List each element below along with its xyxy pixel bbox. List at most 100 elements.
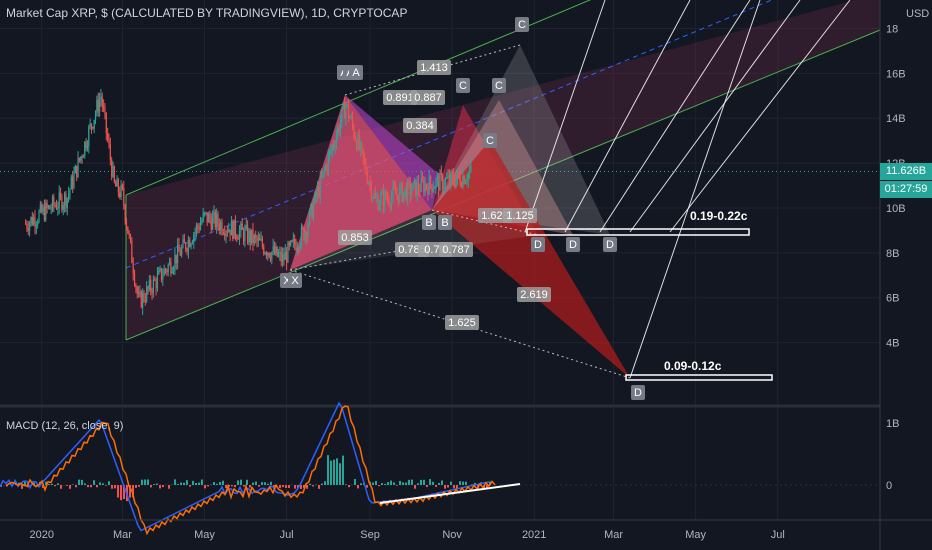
- macd-histogram-bar: [204, 485, 206, 489]
- candle-body: [51, 197, 54, 209]
- candle-body: [372, 197, 374, 199]
- candle-body: [255, 235, 257, 238]
- macd-histogram-bar: [282, 485, 284, 488]
- macd-histogram-bar: [69, 485, 71, 489]
- candle-body: [394, 188, 397, 195]
- candle-body: [467, 173, 469, 181]
- ratio-label-box: [417, 60, 451, 75]
- candle-body: [185, 242, 187, 250]
- macd-histogram-bar: [456, 485, 458, 489]
- macd-histogram-bar: [27, 485, 29, 488]
- candle-body: [260, 239, 262, 241]
- macd-histogram-bar: [309, 483, 311, 485]
- candle-body: [377, 198, 379, 210]
- candle-body: [271, 252, 273, 260]
- candle-body: [97, 99, 99, 112]
- candle-body: [201, 220, 203, 224]
- macd-histogram-bar: [255, 481, 257, 485]
- candle-body: [300, 227, 303, 245]
- candle-body: [156, 274, 159, 289]
- candle-body: [213, 211, 215, 217]
- ratio-label-box: [439, 242, 473, 257]
- macd-histogram-bar: [93, 480, 95, 485]
- macd-histogram-bar: [420, 479, 422, 485]
- candle-body: [248, 230, 250, 243]
- macd-histogram-bar: [243, 485, 245, 487]
- x-tick-label: 2020: [29, 529, 53, 541]
- candle-body: [245, 225, 247, 230]
- candle-body: [442, 174, 444, 189]
- candle-body: [189, 239, 191, 247]
- candle-body: [142, 292, 144, 308]
- macd-histogram-bar: [174, 479, 176, 485]
- candle-body: [380, 194, 382, 205]
- candle-body: [435, 179, 437, 188]
- x-tick-label: May: [194, 529, 215, 541]
- candle-body: [341, 108, 343, 123]
- candle-body: [131, 240, 133, 263]
- candle-body: [304, 232, 307, 240]
- candle-body: [82, 155, 85, 158]
- macd-histogram-bar: [24, 481, 26, 485]
- candle-body: [186, 249, 188, 252]
- candle-body: [460, 184, 463, 188]
- macd-histogram-bar: [270, 481, 272, 485]
- candle-body: [279, 251, 281, 255]
- time-axis[interactable]: 2020 Mar May Jul Sep Nov 2021 Mar May Jul: [29, 529, 784, 541]
- macd-histogram-bar: [402, 482, 404, 485]
- macd-histogram-bar: [186, 480, 188, 485]
- candle-body: [362, 148, 364, 159]
- candle-body: [154, 279, 156, 281]
- candle-body: [152, 279, 154, 294]
- candle-body: [392, 186, 394, 197]
- candle-body: [178, 244, 180, 252]
- pattern-label: D: [634, 387, 642, 399]
- candle-body: [170, 261, 172, 274]
- candle-body: [53, 197, 55, 206]
- candle-body: [206, 212, 208, 223]
- candle-body: [384, 191, 386, 207]
- candle-body: [164, 268, 167, 271]
- candle-body: [308, 210, 311, 225]
- macd-histogram-bar: [150, 485, 152, 488]
- candle-body: [163, 268, 165, 276]
- candle-body: [316, 187, 319, 197]
- candle-body: [339, 122, 342, 133]
- macd-histogram-bar: [288, 485, 290, 488]
- candle-body: [140, 291, 142, 308]
- candle-body: [322, 170, 324, 177]
- candle-body: [45, 202, 47, 221]
- candle-body: [218, 224, 220, 230]
- macd-histogram-bar: [105, 485, 107, 486]
- pattern-label: D: [534, 239, 542, 251]
- candle-body: [259, 238, 261, 241]
- x-tick-label: Nov: [442, 529, 462, 541]
- pattern-label: A: [352, 67, 360, 79]
- candle-body: [77, 157, 79, 177]
- candle-body: [211, 216, 214, 230]
- candle-body: [232, 221, 234, 239]
- candle-body: [354, 136, 356, 141]
- pattern-label-box: [288, 273, 302, 288]
- candle-body: [112, 166, 114, 177]
- macd-histogram-bar: [66, 485, 68, 486]
- price-axis[interactable]: 4B6B8B10B12B14B16B18USD1B0: [886, 8, 929, 492]
- candle-body: [277, 254, 280, 257]
- macd-histogram-bar: [135, 485, 137, 488]
- candle-body: [129, 234, 132, 241]
- candle-body: [454, 182, 456, 187]
- candle-body: [469, 171, 471, 174]
- candle-body: [38, 211, 40, 223]
- candle-body: [222, 232, 224, 234]
- candle-body: [249, 230, 251, 243]
- candle-body: [264, 252, 266, 254]
- candle-body: [37, 222, 39, 225]
- pattern-label-box: [456, 78, 470, 93]
- candle-body: [421, 177, 424, 181]
- macd-histogram-bar: [225, 485, 227, 488]
- macd-histogram-bar: [345, 484, 347, 485]
- candle-body: [207, 214, 210, 223]
- y-unit-label: USD: [906, 8, 929, 20]
- candle-body: [326, 166, 328, 171]
